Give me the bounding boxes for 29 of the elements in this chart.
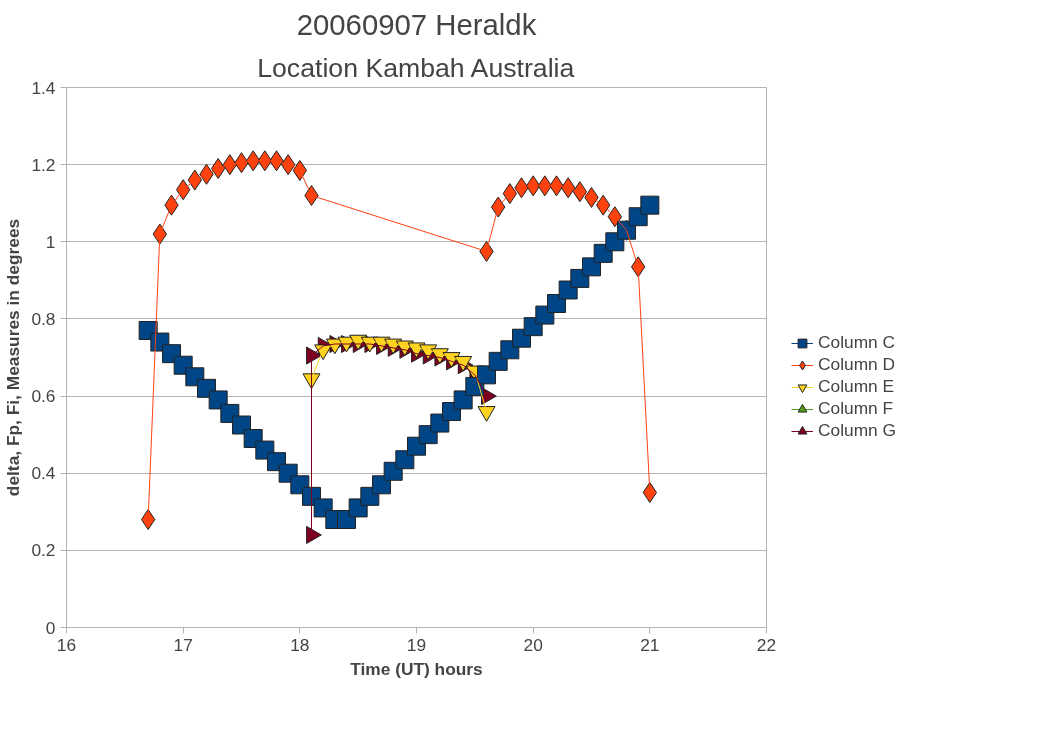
x-tick-label: 21 [640, 634, 660, 655]
point [642, 482, 657, 503]
y-tick-label: 0.6 [31, 386, 56, 407]
y-tick-label: 0.4 [31, 463, 56, 484]
legend-label: Column C [818, 332, 896, 353]
point [211, 158, 226, 179]
y-tick-label: 0.2 [31, 540, 56, 561]
legend-label: Column G [818, 420, 897, 441]
point [141, 509, 156, 530]
legend-label: Column E [818, 376, 895, 397]
y-axis-title: delta, Fp, Fi, Measures in degrees [3, 218, 24, 497]
chart-subtitle: Location Kambah Australia [257, 52, 575, 83]
y-tick-label: 1 [45, 231, 56, 252]
y-tick-label: 1.2 [31, 154, 56, 175]
y-tick-label: 0.8 [31, 308, 56, 329]
legend-label: Column F [818, 398, 894, 419]
y-tick-label: 1.4 [31, 77, 56, 98]
point [304, 185, 319, 206]
x-tick-label: 18 [290, 634, 310, 655]
x-tick-label: 20 [523, 634, 543, 655]
point [640, 195, 660, 215]
x-tick-label: 19 [406, 634, 427, 655]
y-tick-label: 0 [45, 617, 56, 638]
legend-label: Column D [818, 354, 896, 375]
x-axis-title: Time (UT) hours [350, 658, 483, 679]
chart-title: 20060907 Heraldk [296, 7, 537, 41]
x-tick-label: 22 [756, 634, 777, 655]
x-tick-label: 16 [56, 634, 77, 655]
x-tick-label: 17 [173, 634, 193, 655]
